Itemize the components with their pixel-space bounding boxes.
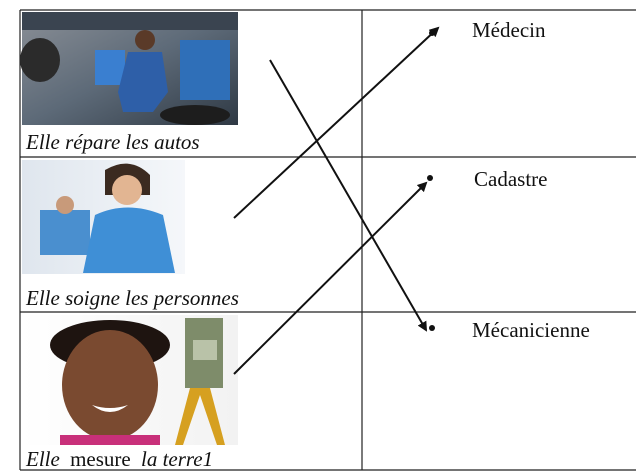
table-grid: [19, 9, 636, 471]
arrow: [233, 181, 428, 375]
arrow: [233, 26, 440, 219]
caption: Elle répare les autos: [25, 130, 200, 154]
photo-doctor: [22, 160, 185, 274]
answer: Cadastre: [474, 167, 547, 191]
caption: Elle mesure la terre1: [25, 447, 213, 471]
photo-surveyor: [22, 315, 238, 445]
answer: Mécanicienne: [472, 318, 590, 342]
caption-part: mesure: [70, 447, 131, 471]
caption-part: Elle: [25, 447, 60, 471]
arrow: [269, 59, 428, 332]
bullet: [429, 325, 435, 331]
answer: Médecin: [472, 18, 546, 42]
bullet: [427, 175, 433, 181]
caption-part: la terre1: [141, 447, 213, 471]
caption: Elle soigne les personnes: [25, 286, 239, 310]
photo-mechanic: [20, 12, 238, 125]
